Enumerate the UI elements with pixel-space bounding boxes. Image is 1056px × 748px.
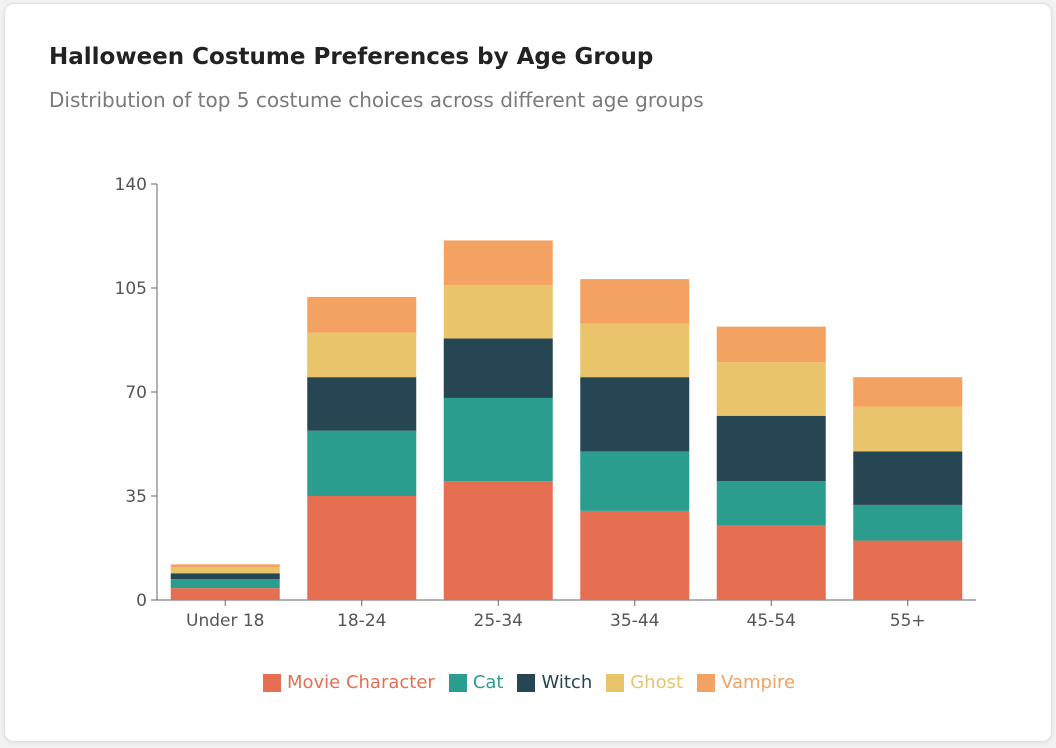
bar-segment-cat[interactable] [443, 397, 553, 482]
bar-segment-witch[interactable] [443, 338, 553, 398]
y-tick-label: 70 [125, 383, 147, 403]
legend-label: Vampire [721, 672, 796, 693]
bar-stack[interactable] [307, 296, 417, 600]
legend-label: Ghost [630, 672, 684, 693]
x-axis: Under 18 18-24 25-34 35-44 45-54 55+ [157, 599, 976, 631]
legend-label: Cat [472, 672, 504, 693]
chart-legend: Movie Character Cat Witch Ghost Vampire [5, 672, 1053, 693]
chart-card: Halloween Costume Preferences by Age Gro… [4, 3, 1052, 742]
bar-segment-witch[interactable] [853, 451, 963, 505]
bar-segment-cat[interactable] [853, 504, 963, 541]
legend-item-cat[interactable]: Cat [448, 672, 504, 693]
legend-item-witch[interactable]: Witch [517, 672, 592, 693]
bar-segment-vampire[interactable] [170, 564, 280, 568]
bar-segment-cat[interactable] [307, 430, 417, 496]
legend-item-movie-character[interactable]: Movie Character [262, 672, 435, 693]
stacked-bar-chart: 0 35 70 105 140 Under 18 18-24 25-34 35-44 45-54… [115, 175, 976, 631]
legend-item-ghost[interactable]: Ghost [606, 672, 683, 693]
legend-swatch [517, 673, 536, 692]
bar-segment-ghost[interactable] [580, 323, 690, 378]
bar-stack[interactable] [580, 279, 690, 600]
bar-segment-movie-character[interactable] [853, 540, 963, 600]
bar-stack[interactable] [170, 564, 280, 600]
y-axis: 0 35 70 105 140 [115, 175, 158, 611]
bar-segment-ghost[interactable] [307, 332, 417, 378]
bar-groups [170, 240, 963, 600]
bar-segment-vampire[interactable] [853, 377, 963, 407]
legend-label: Movie Character [286, 672, 435, 693]
bar-stack[interactable] [443, 240, 553, 600]
y-tick-label: 0 [136, 591, 147, 611]
x-tick-label: 45-54 [747, 611, 796, 631]
bar-segment-vampire[interactable] [307, 296, 417, 333]
bar-stack[interactable] [853, 377, 963, 600]
bar-segment-movie-character[interactable] [170, 588, 280, 600]
bar-segment-movie-character[interactable] [716, 525, 826, 600]
chart-title: Halloween Costume Preferences by Age Gro… [49, 44, 654, 70]
legend-label: Witch [541, 672, 593, 693]
y-tick-label: 140 [115, 175, 147, 195]
x-tick-label: Under 18 [186, 611, 265, 631]
bar-segment-cat[interactable] [170, 579, 280, 589]
bar-segment-witch[interactable] [580, 377, 690, 452]
x-tick-label: 35-44 [610, 611, 659, 631]
bar-segment-vampire[interactable] [716, 326, 826, 363]
bar-stack[interactable] [716, 326, 826, 600]
x-tick-label: 25-34 [474, 611, 523, 631]
legend-item-vampire[interactable]: Vampire [697, 672, 795, 693]
bar-segment-ghost[interactable] [443, 285, 553, 339]
bar-segment-vampire[interactable] [443, 240, 553, 286]
bar-segment-vampire[interactable] [580, 279, 690, 324]
bar-segment-movie-character[interactable] [307, 496, 417, 600]
legend-swatch [262, 673, 281, 692]
bar-segment-witch[interactable] [307, 377, 417, 431]
x-tick-label: 18-24 [337, 611, 386, 631]
y-tick-label: 35 [125, 487, 147, 507]
bar-segment-ghost[interactable] [716, 362, 826, 416]
bar-segment-movie-character[interactable] [580, 510, 690, 600]
bar-segment-cat[interactable] [716, 481, 826, 526]
legend-swatch [448, 673, 467, 692]
x-tick-label: 55+ [890, 611, 926, 631]
chart-subtitle: Distribution of top 5 costume choices ac… [49, 88, 704, 112]
bar-segment-witch[interactable] [716, 415, 826, 482]
y-tick-label: 105 [115, 279, 147, 299]
bar-segment-cat[interactable] [580, 451, 690, 511]
legend-swatch [606, 673, 625, 692]
bar-segment-ghost[interactable] [853, 406, 963, 452]
bar-segment-movie-character[interactable] [443, 481, 553, 600]
legend-swatch [697, 673, 716, 692]
bar-segment-witch[interactable] [170, 573, 280, 580]
bar-segment-ghost[interactable] [170, 567, 280, 574]
